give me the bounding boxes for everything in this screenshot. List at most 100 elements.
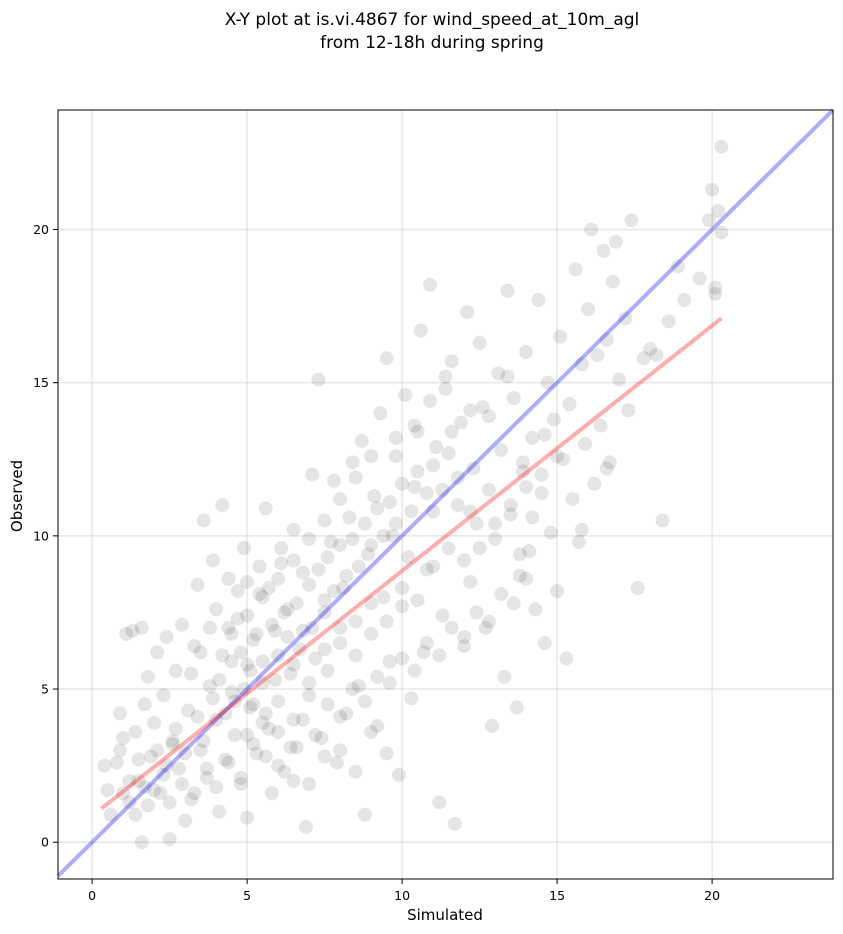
data-point (590, 348, 605, 363)
data-point (113, 706, 127, 721)
data-point (168, 663, 183, 678)
data-point (181, 703, 196, 718)
data-point (503, 507, 518, 522)
data-point (357, 516, 372, 531)
data-point (649, 348, 664, 363)
data-point (708, 280, 723, 295)
data-point (206, 553, 220, 568)
data-point (227, 728, 242, 743)
data-point (708, 286, 723, 301)
data-point (599, 332, 614, 347)
data-point (165, 734, 180, 749)
grid-lines (58, 110, 833, 879)
data-point (407, 479, 422, 494)
data-point (168, 721, 183, 736)
data-point (280, 629, 295, 644)
data-point (128, 807, 143, 822)
data-point (550, 584, 565, 599)
data-point (221, 755, 236, 770)
data-point (457, 553, 472, 568)
data-point (103, 807, 118, 822)
data-point (175, 777, 189, 792)
data-point (398, 387, 413, 402)
data-point (271, 648, 286, 663)
data-point (184, 792, 199, 807)
data-point (426, 559, 441, 574)
data-point (193, 645, 208, 660)
data-point (137, 697, 152, 712)
data-point (370, 501, 385, 516)
data-point (500, 369, 515, 384)
data-point (289, 596, 304, 611)
data-point (438, 381, 453, 396)
data-point (494, 587, 509, 602)
data-point (274, 541, 289, 556)
data-point (339, 706, 354, 721)
data-point (370, 718, 385, 733)
data-point (404, 504, 419, 519)
y-tick-label-2: 10 (33, 528, 49, 543)
data-point (271, 758, 286, 773)
data-point (435, 482, 450, 497)
data-point (392, 767, 406, 782)
data-point (537, 636, 552, 651)
data-point (246, 633, 261, 648)
data-point (469, 605, 484, 620)
data-point (537, 427, 552, 442)
data-point (162, 832, 177, 847)
data-point (283, 740, 298, 755)
data-point (519, 345, 534, 360)
data-point (463, 574, 478, 589)
data-point (317, 605, 332, 620)
data-point (512, 568, 527, 583)
data-point (441, 446, 456, 461)
data-point (243, 663, 258, 678)
data-point (636, 351, 651, 366)
data-point (469, 516, 484, 531)
data-point (302, 675, 317, 690)
data-point (587, 476, 602, 491)
data-point (230, 611, 245, 626)
data-point (218, 752, 233, 767)
data-point (221, 571, 236, 586)
data-point (395, 599, 410, 614)
data-point (661, 314, 676, 329)
data-point (119, 626, 134, 641)
data-point (317, 642, 332, 657)
data-point (556, 452, 571, 467)
data-point (212, 672, 227, 687)
data-point (488, 516, 503, 531)
y-tick-label-1: 5 (41, 682, 49, 697)
data-point (382, 675, 397, 690)
data-point (187, 639, 202, 654)
data-point (100, 783, 115, 798)
data-point (299, 819, 313, 834)
data-point (196, 513, 211, 528)
data-point (326, 584, 341, 599)
data-point (212, 804, 227, 819)
x-tick-label-0: 0 (88, 888, 96, 903)
y-axis-label: Observed (8, 460, 26, 532)
data-point (531, 292, 546, 307)
data-point (401, 550, 416, 565)
data-point (162, 795, 177, 810)
data-point (131, 773, 146, 788)
data-point (435, 608, 450, 623)
axis-ticks: 0 5 10 15 20 0 5 10 15 20 (33, 222, 720, 903)
data-point (488, 531, 503, 546)
data-point (385, 528, 400, 543)
data-point (348, 614, 363, 629)
data-point (280, 602, 295, 617)
data-point (199, 770, 214, 785)
plot-frame (57, 109, 834, 880)
data-point (553, 329, 568, 344)
data-point (274, 556, 289, 571)
data-point (320, 663, 335, 678)
data-point (522, 544, 537, 559)
data-point (463, 403, 478, 418)
data-point (426, 504, 441, 519)
data-point (494, 443, 509, 458)
data-point (609, 234, 623, 249)
data-point (150, 645, 165, 660)
data-point (568, 262, 583, 277)
